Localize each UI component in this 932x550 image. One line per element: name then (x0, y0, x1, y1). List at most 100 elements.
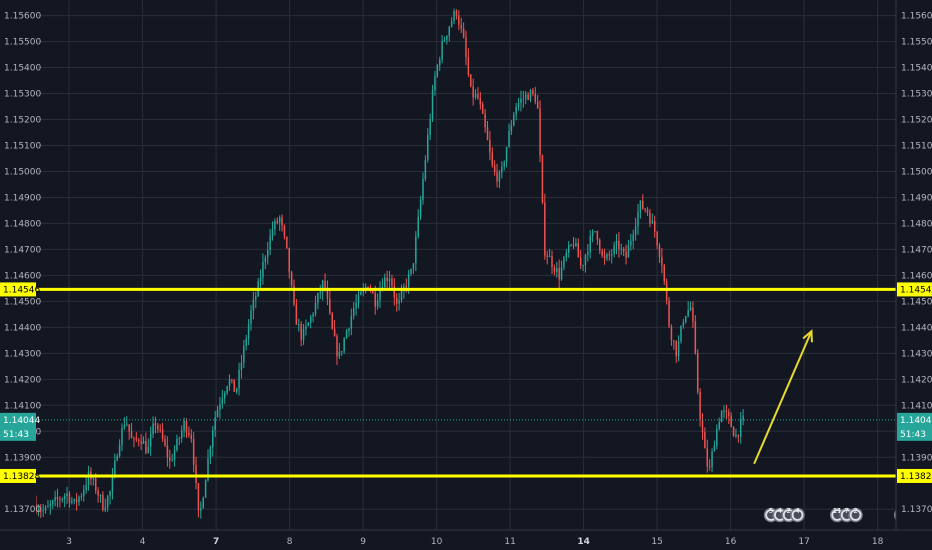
candle-body (360, 292, 362, 295)
candle-body (596, 230, 599, 241)
candle-body (718, 422, 720, 429)
candle-body (694, 321, 697, 354)
event-marker-label: 7 (845, 507, 849, 515)
candle-body (610, 254, 613, 256)
right-tick-label: 1.13700 (901, 505, 932, 515)
candle-body (40, 510, 42, 512)
candle-body (247, 324, 250, 339)
candle-body (517, 102, 520, 107)
left-tick-label: 1.15100 (4, 141, 41, 151)
arrow-shaft[interactable] (753, 330, 813, 465)
right-tick-label: 1.14200 (901, 375, 932, 385)
candle-body (591, 231, 594, 237)
candle-body (104, 507, 107, 511)
candle-body (630, 240, 632, 246)
candle-body (613, 245, 615, 255)
time-tick-label: 7 (213, 537, 219, 547)
current-price-tag[interactable] (0, 412, 36, 441)
event-markers[interactable]: 5 4 2 4 11 7 2 (763, 507, 909, 523)
candle-body (563, 257, 565, 268)
candle-body (489, 139, 491, 153)
candle-body (75, 498, 78, 503)
candle-body (615, 240, 618, 246)
candle-body (474, 94, 477, 98)
candle-body (395, 297, 398, 304)
grid (36, 0, 896, 530)
left-tick-label: 1.14700 (4, 245, 41, 255)
candle-body (204, 480, 207, 498)
candle-body (687, 309, 689, 317)
level-tag[interactable] (897, 282, 932, 297)
candle-body (51, 500, 54, 505)
candle-body (252, 299, 255, 311)
event-marker[interactable]: 4 (790, 507, 805, 523)
candle-body (513, 114, 515, 126)
event-marker-label: 2 (853, 507, 857, 515)
candle-body (374, 293, 376, 307)
candle-body (446, 35, 448, 41)
level-tag-label: 1.14546 (900, 285, 932, 295)
left-tick-label: 1.14500 (4, 297, 41, 307)
level-tag[interactable] (897, 468, 932, 483)
candle-body (642, 200, 644, 209)
event-marker-label: 4 (795, 507, 800, 515)
candle-body (317, 292, 319, 303)
candle-body (570, 244, 572, 246)
level-tag[interactable] (0, 282, 36, 297)
candle-body (302, 328, 305, 340)
candle-body (501, 166, 503, 173)
countdown-label: 51:43 (900, 430, 926, 440)
candle-body (121, 427, 123, 445)
candle-body (154, 423, 157, 426)
candle-body (415, 236, 417, 264)
horizontal-levels[interactable] (0, 287, 932, 478)
candle-body (226, 386, 228, 393)
candle-body (632, 234, 634, 241)
left-tick-label: 1.14100 (4, 401, 41, 411)
time-axis-bg (0, 530, 932, 550)
candle-body (238, 369, 240, 389)
left-price-axis[interactable]: 1.137001.139001.140001.141001.142001.143… (0, 0, 41, 550)
candle-body (575, 242, 577, 246)
event-marker-label: 11 (833, 507, 842, 515)
right-tick-label: 1.15100 (901, 141, 932, 151)
left-axis-bg (0, 0, 36, 550)
candle-body (460, 24, 462, 29)
candle-body (567, 245, 570, 253)
candle-body (644, 208, 646, 210)
candle-body (524, 94, 527, 99)
right-price-axis[interactable]: 1.137001.139001.140001.141001.142001.143… (895, 0, 932, 550)
candle-body (410, 268, 412, 274)
candle-body (329, 298, 331, 314)
candle-body (233, 379, 236, 392)
candle-body (515, 106, 517, 115)
candle-body (584, 254, 587, 266)
candle-body (269, 235, 271, 251)
candle-body (510, 125, 513, 132)
current-price-tag[interactable] (897, 412, 932, 441)
trend-arrow[interactable] (753, 329, 813, 465)
candle-body (92, 478, 95, 480)
time-axis[interactable]: 3 4 7 8 9 10 11 14 15 16 17 18 (0, 529, 932, 550)
candle-body (675, 341, 677, 357)
event-marker-label: 5 (769, 507, 773, 515)
candle-body (723, 410, 725, 412)
level-tag-label: 1.13828 (3, 472, 40, 482)
candle-body (326, 287, 329, 299)
time-tick-label: 14 (577, 537, 590, 547)
candle-body (706, 448, 709, 467)
level-tag[interactable] (0, 468, 36, 483)
candle-body (556, 268, 558, 272)
candle-body (443, 40, 446, 42)
candle-body (161, 429, 164, 439)
arrow-head[interactable] (802, 329, 813, 343)
candle-body (618, 240, 620, 250)
left-tick-label: 1.15000 (4, 167, 41, 177)
candle-body (262, 261, 264, 278)
candle-body (200, 508, 202, 511)
candle-body (111, 476, 114, 492)
event-marker[interactable]: 2 (848, 507, 863, 523)
candle-body (603, 255, 606, 259)
